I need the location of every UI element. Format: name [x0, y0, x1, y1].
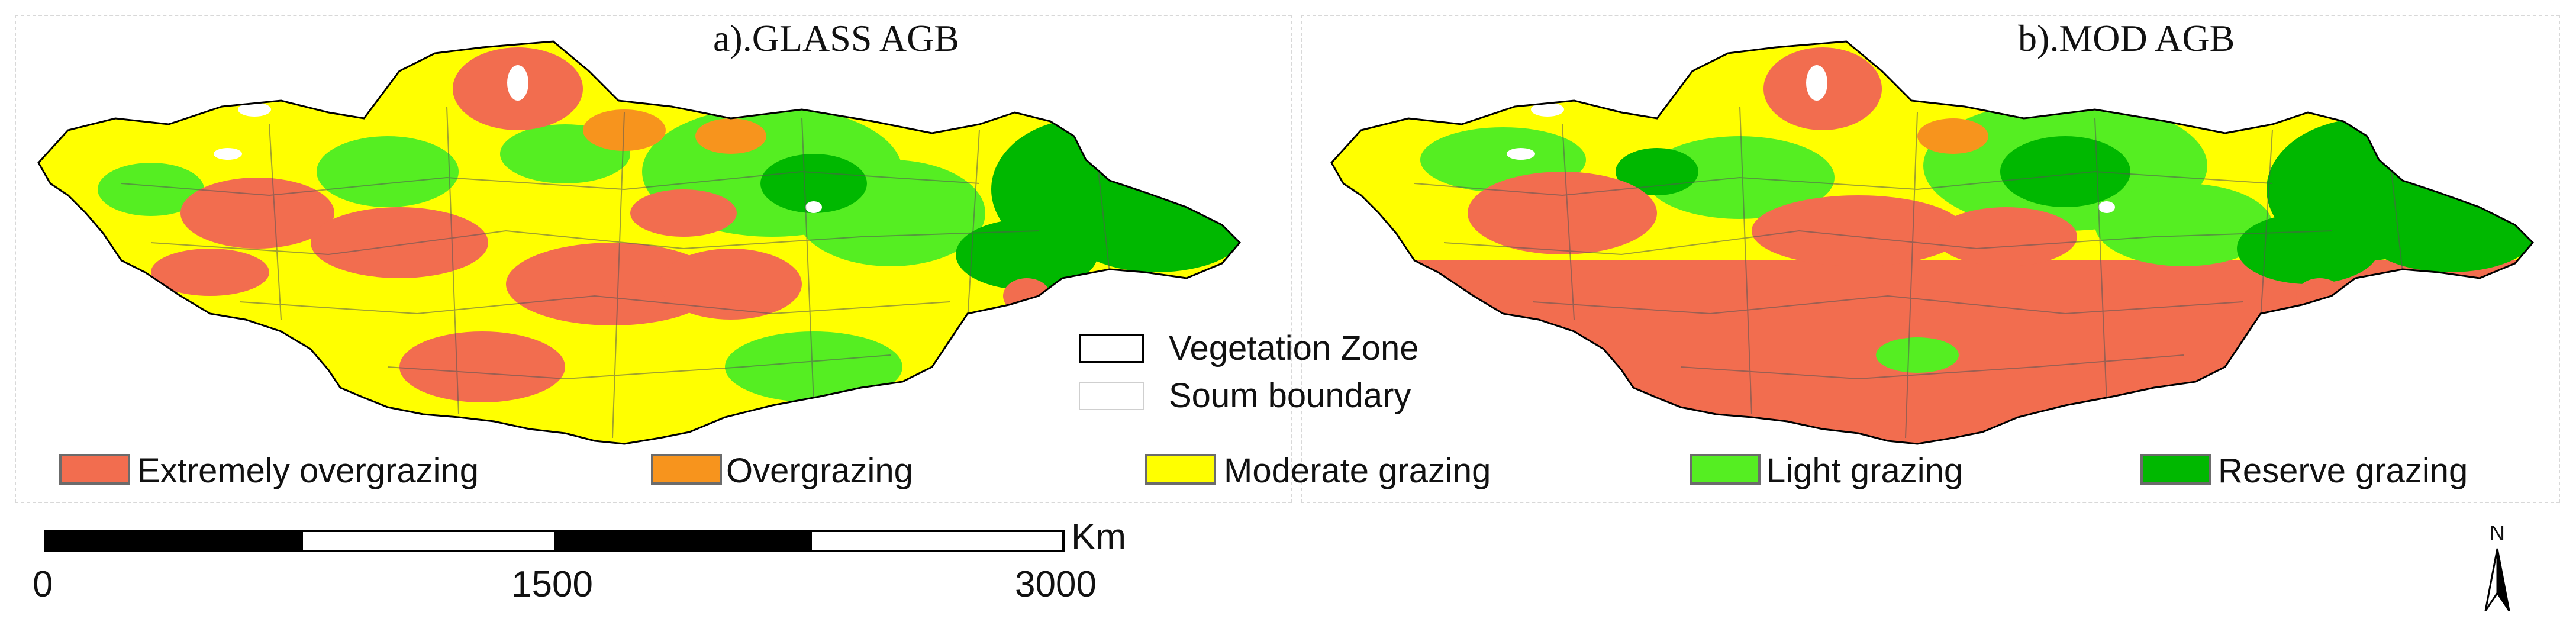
vegetation-zone-label: Vegetation Zone — [1169, 329, 1419, 368]
scale-tick-0: 0 — [33, 564, 53, 605]
legend-label-moderate-grazing: Moderate grazing — [1224, 452, 1491, 490]
scale-unit: Km — [1071, 517, 1126, 557]
map-panel-a — [15, 15, 1292, 503]
map-glass-agb — [37, 40, 1241, 445]
soum-boundary-swatch — [1079, 382, 1144, 410]
soum-boundary-label: Soum boundary — [1169, 376, 1411, 415]
legend-label-light-grazing: Light grazing — [1766, 452, 1964, 490]
scale-tick-1500: 1500 — [511, 564, 593, 605]
legend-swatch-overgrazing — [651, 454, 722, 485]
legend-swatch-moderate-grazing — [1145, 454, 1216, 485]
north-label: N — [2490, 521, 2505, 545]
panel-a-title: a).GLASS AGB — [713, 17, 960, 59]
legend-label-overgrazing: Overgrazing — [726, 452, 913, 490]
map-panel-b — [1301, 15, 2560, 503]
vegetation-zone-swatch — [1079, 334, 1144, 363]
map-mod-agb — [1330, 40, 2534, 445]
legend-swatch-reserve-grazing — [2140, 454, 2211, 485]
scale-bar — [44, 530, 1065, 552]
legend-label-extremely-overgrazing: Extremely overgrazing — [137, 452, 479, 490]
north-arrow-icon — [2484, 548, 2510, 611]
legend-swatch-extremely-overgrazing — [59, 454, 130, 485]
legend-label-reserve-grazing: Reserve grazing — [2218, 452, 2468, 490]
north-arrow: N — [2480, 521, 2515, 620]
panel-b-title: b).MOD AGB — [2018, 17, 2235, 59]
legend-swatch-light-grazing — [1690, 454, 1761, 485]
scale-tick-3000: 3000 — [1015, 564, 1097, 605]
